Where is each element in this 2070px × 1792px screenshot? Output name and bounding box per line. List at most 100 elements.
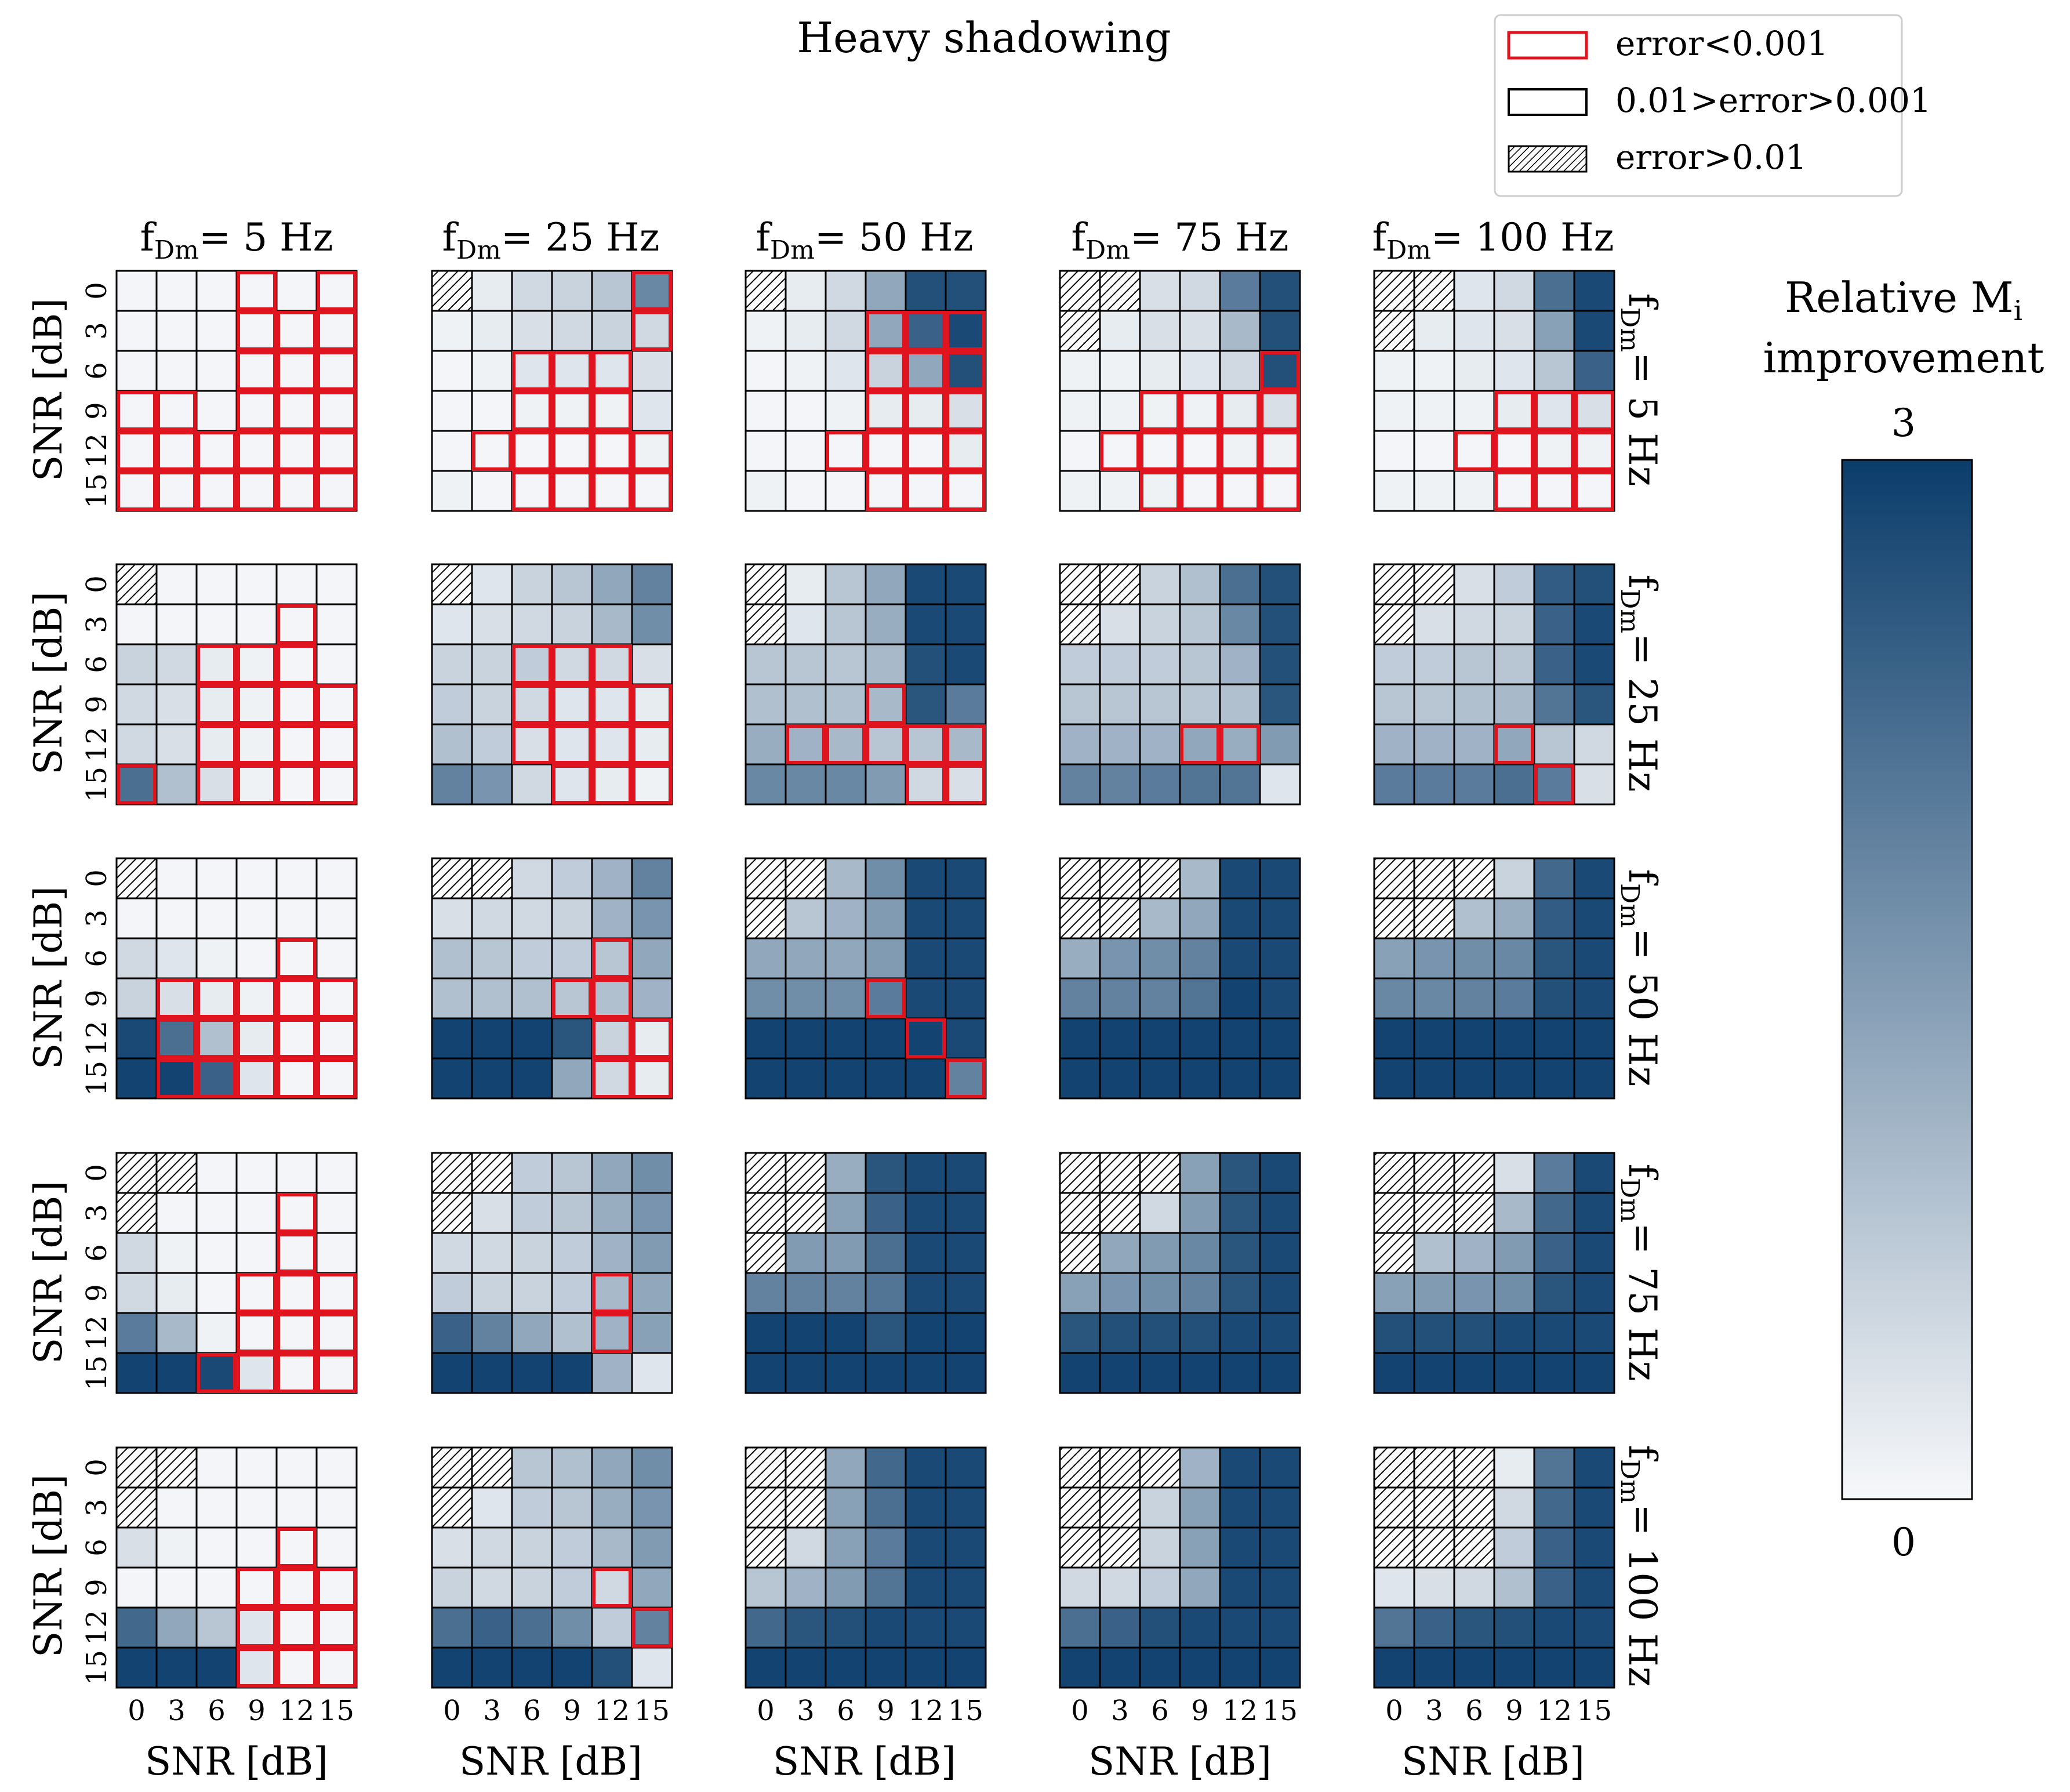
heatmap-cell [431, 763, 473, 806]
heatmap-cell [905, 1017, 947, 1060]
heatmap-cell [1139, 1646, 1181, 1689]
heatmap-cell [1179, 1057, 1221, 1100]
heatmap-cell [1179, 857, 1221, 899]
heatmap-cell [471, 1486, 513, 1529]
cell-error-marker [1180, 471, 1220, 511]
heatmap-cell [1219, 1646, 1261, 1689]
cell-error-marker [592, 684, 632, 724]
heatmap-cell [785, 723, 827, 766]
col-header-25hz-sub: Dm [456, 235, 501, 265]
heatmap-cell [511, 310, 553, 352]
cell-error-marker [157, 391, 197, 431]
heatmap-cell [551, 430, 593, 472]
heatmap-cell [945, 683, 987, 725]
cell-error-marker [237, 1313, 277, 1353]
heatmap-cell [315, 1192, 358, 1234]
heatmap-cell [1413, 1352, 1455, 1394]
heatmap-cell [235, 270, 278, 312]
heatmap-cell [905, 1272, 947, 1314]
cell-error-marker [237, 644, 277, 684]
cell-error-marker [906, 764, 946, 804]
cell-error-marker [512, 644, 552, 684]
heatmap-cell [431, 470, 473, 512]
heatmap-cell [115, 470, 158, 512]
heatmap-cell [471, 763, 513, 806]
heatmap-cell [905, 310, 947, 352]
x-tick-label: 3 [483, 1695, 501, 1727]
heatmap-cell [235, 897, 278, 939]
heatmap-cell [275, 897, 318, 939]
heatmap-cell [1059, 1312, 1101, 1354]
heatmap-cell [1139, 1152, 1181, 1194]
column-headers: fDm= 5 Hz fDm= 25 Hz fDm= 50 Hz fDm= 75 … [140, 215, 1614, 265]
heatmap-cell [1573, 470, 1615, 512]
heatmap-cell [1259, 857, 1301, 899]
cell-error-marker [1574, 391, 1614, 431]
heatmap-cell [195, 1232, 238, 1274]
panel-row5-col1 [115, 1446, 358, 1689]
heatmap-cell [235, 1152, 278, 1194]
heatmap-cell [1533, 937, 1575, 980]
heatmap-cell [1533, 683, 1575, 725]
col-header-75hz-value: = 75 Hz [1130, 215, 1289, 260]
x-tick-label: 15 [1577, 1695, 1612, 1727]
x-tick-label: 12 [908, 1695, 943, 1727]
heatmap-cell [905, 1606, 947, 1649]
cell-error-marker [317, 1608, 357, 1648]
heatmap-cell [551, 897, 593, 939]
heatmap-cell [1059, 977, 1101, 1020]
heatmap-cell [865, 603, 907, 645]
heatmap-cell [155, 603, 198, 645]
heatmap-cell [115, 1606, 158, 1649]
heatmap-cell [785, 897, 827, 939]
heatmap-cell [155, 1057, 198, 1100]
heatmap-cell [551, 1566, 593, 1609]
heatmap-cell [315, 430, 358, 472]
heatmap-cell [1059, 723, 1101, 766]
panel-row2-col4 [1059, 563, 1301, 806]
heatmap-cell [471, 1352, 513, 1394]
panel-row5-col4 [1059, 1446, 1301, 1689]
heatmap-cell [1179, 430, 1221, 472]
heatmap-cell [471, 643, 513, 685]
heatmap-cell [1259, 643, 1301, 685]
heatmap-cell [1059, 430, 1101, 472]
heatmap-cell [1533, 1446, 1575, 1489]
heatmap-cell [511, 1526, 553, 1569]
heatmap-cell [1259, 1566, 1301, 1609]
heatmap-cell [551, 1057, 593, 1100]
heatmap-cell [1099, 430, 1141, 472]
heatmap-cell [511, 563, 553, 605]
heatmap-cell [1413, 1017, 1455, 1060]
cell-error-marker [277, 604, 317, 644]
heatmap-cell [905, 937, 947, 980]
col-header-25hz-value: = 25 Hz [501, 215, 660, 260]
heatmap-cell [1493, 563, 1535, 605]
heatmap-cell [591, 643, 633, 685]
heatmap-cell [1139, 390, 1181, 432]
heatmap-cell [315, 603, 358, 645]
heatmap-cell [905, 350, 947, 392]
heatmap-cell [945, 897, 987, 939]
heatmap-cell [1373, 563, 1415, 605]
cell-error-marker [237, 1608, 277, 1648]
heatmap-cell [1573, 1606, 1615, 1649]
heatmap-cell [905, 1312, 947, 1354]
cell-error-marker [317, 471, 357, 511]
cell-error-marker [512, 684, 552, 724]
heatmap-cell [431, 857, 473, 899]
cell-error-marker [277, 351, 317, 391]
cell-error-marker [946, 764, 986, 804]
heatmap-cell [275, 1232, 318, 1274]
heatmap-cell [905, 1566, 947, 1609]
row-header-25hz: fDm= 25 Hz [1615, 574, 1665, 792]
cell-error-marker [157, 431, 197, 471]
cell-error-marker [1574, 471, 1614, 511]
heatmap-cell [1573, 430, 1615, 472]
heatmap-cell [865, 1646, 907, 1689]
heatmap-cell [155, 977, 198, 1020]
cell-error-marker [1220, 391, 1260, 431]
cell-error-marker [946, 1058, 986, 1098]
heatmap-cell [631, 1526, 673, 1569]
heatmap-cell [1413, 937, 1455, 980]
